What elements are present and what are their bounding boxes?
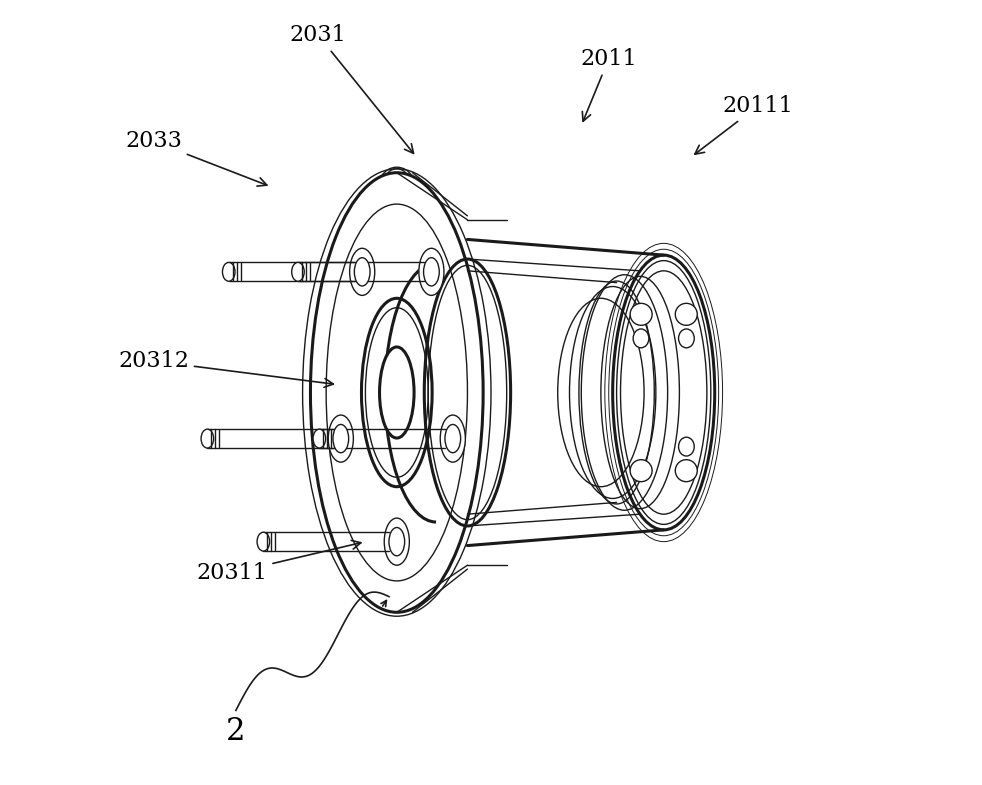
Ellipse shape [679, 329, 694, 348]
Ellipse shape [333, 425, 349, 453]
Ellipse shape [355, 257, 370, 286]
Ellipse shape [445, 425, 461, 453]
Ellipse shape [257, 532, 270, 551]
Text: 2: 2 [226, 716, 246, 747]
Ellipse shape [633, 329, 649, 348]
Ellipse shape [630, 303, 652, 325]
Ellipse shape [379, 347, 414, 438]
Ellipse shape [350, 248, 375, 295]
Ellipse shape [384, 518, 409, 565]
Ellipse shape [292, 262, 304, 281]
Text: 2031: 2031 [290, 24, 413, 153]
Ellipse shape [676, 303, 697, 325]
Text: 20111: 20111 [695, 95, 793, 154]
Ellipse shape [679, 437, 694, 456]
Text: 20311: 20311 [196, 540, 360, 584]
Ellipse shape [630, 460, 652, 482]
Ellipse shape [676, 460, 697, 482]
Ellipse shape [328, 415, 354, 462]
Ellipse shape [389, 528, 405, 556]
Text: 2011: 2011 [580, 48, 637, 122]
Ellipse shape [313, 429, 326, 448]
Ellipse shape [201, 429, 214, 448]
Ellipse shape [419, 248, 444, 295]
Text: 20312: 20312 [118, 350, 333, 387]
Ellipse shape [223, 262, 235, 281]
Text: 2033: 2033 [125, 130, 267, 186]
Ellipse shape [440, 415, 465, 462]
Ellipse shape [423, 257, 439, 286]
